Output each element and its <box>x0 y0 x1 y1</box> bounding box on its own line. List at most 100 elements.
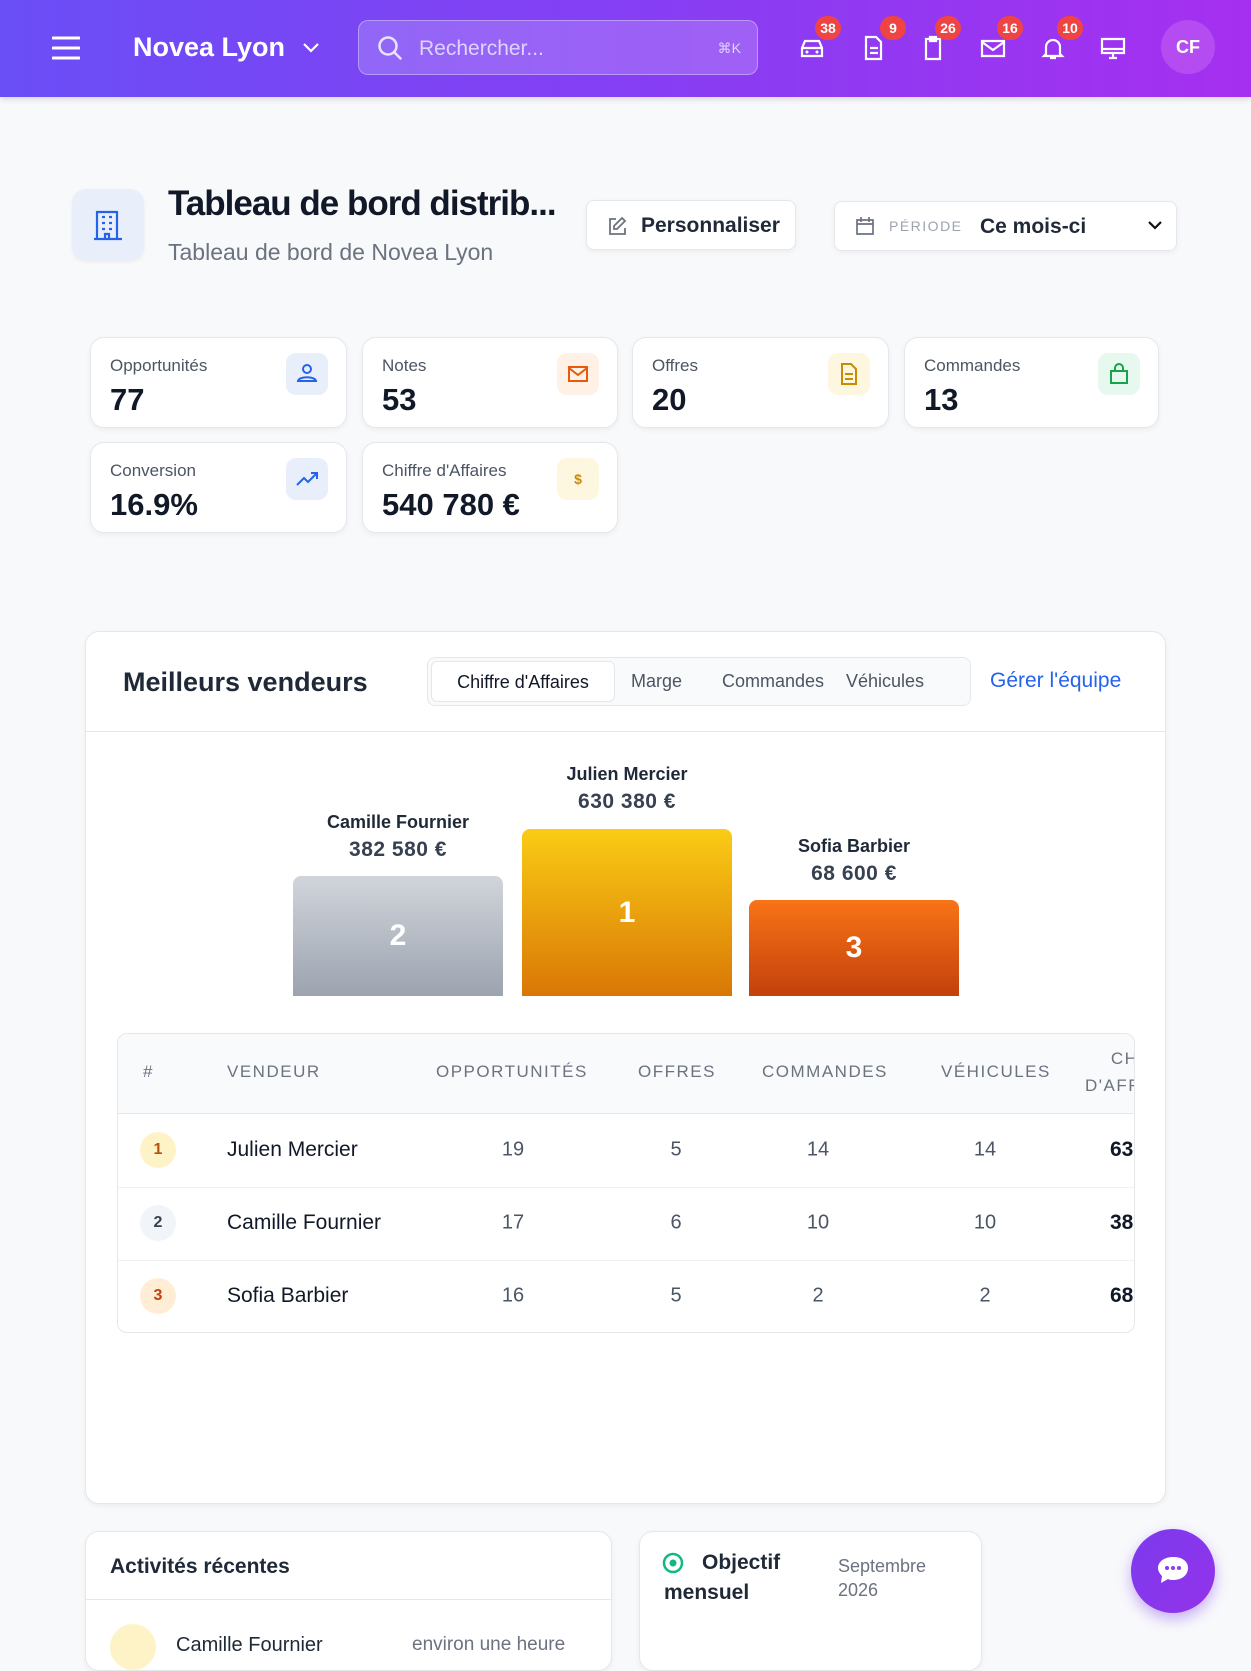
badge: 38 <box>815 16 841 40</box>
page-icon <box>72 189 144 260</box>
bell-icon[interactable] <box>1039 34 1067 62</box>
tab-active[interactable]: Chiffre d'Affaires <box>431 661 615 702</box>
building-icon <box>94 210 122 241</box>
sellers-table: # VENDEUR OPPORTUNITÉS OFFRES COMMANDES … <box>117 1033 1135 1333</box>
calendar-icon <box>856 217 874 235</box>
mail-icon[interactable] <box>979 34 1007 62</box>
tab[interactable]: Véhicules <box>846 671 925 691</box>
target-icon <box>662 1552 684 1574</box>
tab[interactable]: Commandes <box>722 671 825 691</box>
column-header: VENDEUR <box>227 1062 321 1081</box>
cell: 5 <box>670 1284 682 1307</box>
activity-avatar <box>110 1624 156 1670</box>
kpi-icon <box>557 353 599 395</box>
kpi-card[interactable]: Notes 53 <box>362 337 618 428</box>
svg-text:$: $ <box>574 471 582 487</box>
seller-name[interactable]: Camille Fournier <box>227 1211 382 1234</box>
notes-icon[interactable] <box>859 34 887 62</box>
customize-button[interactable]: Personnaliser <box>586 200 796 250</box>
top-bar: Novea Lyon Rechercher... ⌘K 38 9 26 16 1… <box>0 0 1251 97</box>
tabs: Chiffre d'Affaires Marge Commandes Véhic… <box>427 657 971 706</box>
kpi-icon <box>1098 353 1140 395</box>
vehicles-icon[interactable] <box>798 34 826 62</box>
edit-icon <box>609 216 627 235</box>
badge: 10 <box>1057 16 1083 40</box>
podium-step: 2 <box>293 876 503 996</box>
brand-dropdown[interactable] <box>302 42 320 54</box>
podium-amount: 68 600 € <box>811 862 897 885</box>
chat-icon <box>1158 1557 1188 1583</box>
kpi-value: 20 <box>652 382 687 417</box>
podium-name: Camille Fournier <box>326 812 470 832</box>
cell: 2 <box>812 1284 824 1307</box>
period-select[interactable]: PÉRIODE Ce mois-ci <box>834 201 1177 251</box>
seller-name[interactable]: Sofia Barbier <box>227 1284 349 1307</box>
revenue-cell: 382 580 € <box>1110 1211 1134 1234</box>
period-label: PÉRIODE <box>889 218 963 234</box>
cell: 2 <box>979 1284 991 1307</box>
menu-button[interactable] <box>52 36 80 60</box>
kpi-card[interactable]: Chiffre d'Affaires 540 780 € $ <box>362 442 618 533</box>
kpi-label: Offres <box>652 356 698 375</box>
search-icon <box>378 36 402 60</box>
kpi-label: Commandes <box>924 356 1021 375</box>
revenue-cell: 630 380 € <box>1110 1138 1134 1161</box>
kpi-label: Chiffre d'Affaires <box>382 461 507 480</box>
row-divider <box>118 1260 1134 1261</box>
seller-name[interactable]: Julien Mercier <box>227 1138 358 1161</box>
objective-title: Objectif mensuel <box>664 1551 781 1604</box>
column-header: VÉHICULES <box>941 1062 1051 1081</box>
kpi-label: Conversion <box>110 461 196 480</box>
column-header: # <box>143 1062 154 1081</box>
tab[interactable]: Marge <box>631 671 683 691</box>
shortcut: ⌘K <box>717 40 741 56</box>
cell: 10 <box>806 1211 830 1234</box>
page-title: Tableau de bord distrib... <box>168 184 557 223</box>
kpi-card[interactable]: Offres 20 <box>632 337 889 428</box>
podium-step: 3 <box>749 900 959 996</box>
chat-button[interactable] <box>1131 1529 1215 1613</box>
display-icon[interactable] <box>1099 34 1127 62</box>
orders-icon[interactable] <box>919 34 947 62</box>
page-subtitle: Tableau de bord de Novea Lyon <box>168 239 494 265</box>
divider <box>86 731 1165 732</box>
avatar[interactable]: CF <box>1161 20 1215 74</box>
cell: 16 <box>501 1284 525 1307</box>
brand[interactable]: Novea Lyon <box>133 32 286 62</box>
rank-badge: 3 <box>140 1278 176 1314</box>
podium-amount: 630 380 € <box>578 790 676 813</box>
activity-time: environ une heure <box>412 1634 566 1655</box>
cell: 14 <box>973 1138 997 1161</box>
kpi-card[interactable]: Commandes 13 <box>904 337 1159 428</box>
podium-name: Sofia Barbier <box>797 836 911 856</box>
objective-date: Septembre 2026 <box>838 1556 927 1600</box>
top-sellers-card: Meilleurs vendeurs Chiffre d'Affaires Ma… <box>85 631 1166 1504</box>
rank-badge: 1 <box>140 1132 176 1168</box>
cell: 6 <box>670 1211 682 1234</box>
kpi-icon: $ <box>557 458 599 500</box>
search-placeholder: Rechercher... <box>419 37 544 60</box>
customize-label: Personnaliser <box>641 214 780 237</box>
kpi-icon <box>286 353 328 395</box>
table-header: # VENDEUR OPPORTUNITÉS OFFRES COMMANDES … <box>118 1034 1134 1114</box>
kpi-value: 540 780 € <box>382 487 520 522</box>
cell: 10 <box>973 1211 997 1234</box>
column-header: OFFRES <box>638 1062 716 1081</box>
activity-name[interactable]: Camille Fournier <box>176 1634 323 1656</box>
manage-link[interactable]: Gérer l'équipe <box>990 669 1122 692</box>
section-title: Activités récentes <box>110 1555 290 1578</box>
cell: 17 <box>501 1211 525 1234</box>
kpi-icon <box>286 458 328 500</box>
row-divider <box>118 1187 1134 1188</box>
podium-name: Julien Mercier <box>566 764 688 784</box>
chevron <box>1148 221 1162 230</box>
column-header: OPPORTUNITÉS <box>436 1062 588 1081</box>
kpi-value: 77 <box>110 382 145 417</box>
podium-amount: 382 580 € <box>349 838 447 861</box>
kpi-card[interactable]: Conversion 16.9% <box>90 442 347 533</box>
activities-card: Activités récentes Camille Fournier envi… <box>85 1531 612 1671</box>
search-box[interactable]: Rechercher... ⌘K <box>358 20 758 75</box>
kpi-card[interactable]: Opportunités 77 <box>90 337 347 428</box>
podium-step: 1 <box>522 829 732 996</box>
